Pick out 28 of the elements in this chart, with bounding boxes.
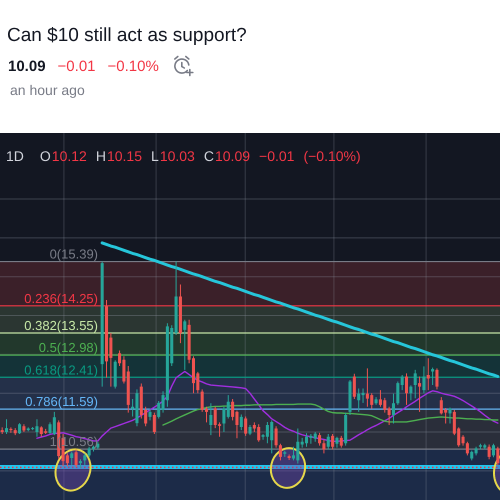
annotation: 10.12 (52, 148, 88, 164)
ref-line-label: 0.236(14.25) (24, 290, 98, 306)
chart-subtitle: an hour ago (10, 82, 85, 98)
annotation: H (96, 148, 106, 164)
candlestick (431, 368, 434, 386)
candlestick (283, 450, 286, 457)
ref-line-label: 0(15.39) (50, 246, 98, 262)
ref-line-label: 0.786(11.59) (25, 394, 98, 410)
chart-title: Can $10 still act as support? (7, 25, 247, 46)
annotation: O (40, 148, 51, 164)
text: 10.09 (8, 58, 46, 75)
annotation: L (151, 148, 160, 164)
annotation: 10.09 (214, 148, 250, 164)
text: −0.10% (108, 58, 159, 75)
annotation: 1D (6, 148, 24, 164)
annotation: 10.03 (160, 148, 196, 164)
ref-line-label: 0.5(12.98) (38, 340, 98, 356)
text: −0.01 (58, 58, 96, 75)
annotation: 10.15 (106, 148, 142, 164)
ref-line-label: 0.382(13.55) (24, 318, 98, 334)
candlestick (426, 358, 430, 390)
annotation: (−0.10%) (303, 148, 361, 164)
annotation: C (204, 148, 214, 164)
candlestick (418, 376, 422, 412)
annotation: −0.01 (259, 148, 295, 164)
candlestick (326, 434, 330, 450)
candlestick (26, 427, 30, 432)
ref-line-label: 0.618(12.41) (24, 362, 98, 378)
